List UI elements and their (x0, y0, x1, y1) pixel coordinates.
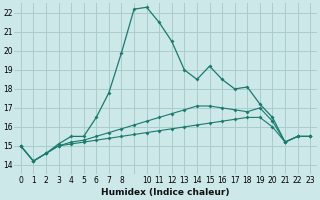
X-axis label: Humidex (Indice chaleur): Humidex (Indice chaleur) (101, 188, 230, 197)
